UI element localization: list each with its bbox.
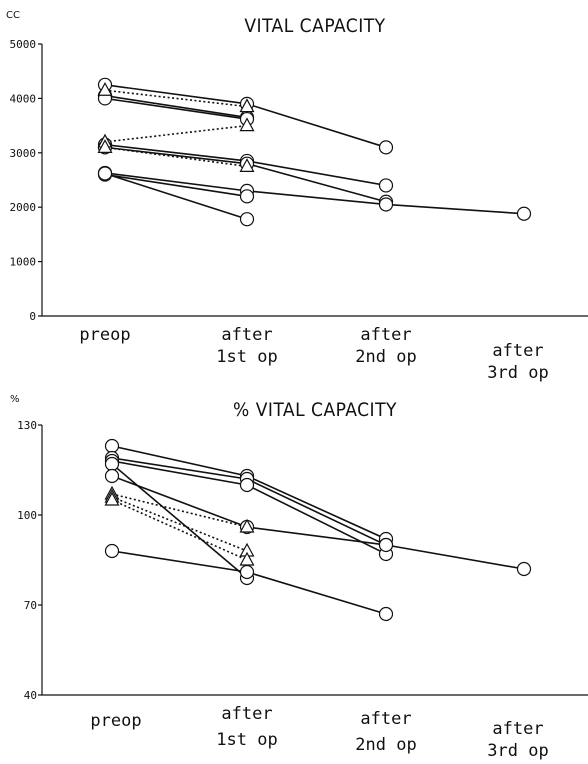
x-tick-label: after (492, 341, 543, 361)
x-tick-label: after (221, 325, 272, 345)
triangle-point (239, 518, 255, 533)
series-markers (97, 77, 532, 227)
series-line (104, 97, 248, 120)
x-tick-label: preop (79, 325, 130, 345)
triangle-point (97, 81, 113, 96)
series-line (104, 173, 248, 198)
circle-point (378, 197, 394, 212)
x-tick-label: 2nd op (355, 735, 416, 755)
chart-title: % VITAL CAPACITY (233, 399, 397, 421)
circle-point (104, 543, 120, 559)
series-group (104, 438, 532, 622)
x-tick-label: 2nd op (355, 347, 416, 367)
series-line (104, 89, 248, 108)
y-ticks: 5000 4000 3000 2000 1000 0 (10, 38, 42, 323)
series-line (104, 94, 248, 119)
circle-point (516, 206, 532, 221)
circle-point (239, 477, 255, 493)
series-line (104, 172, 525, 215)
circle-point (516, 561, 532, 577)
y-tick-label: 1000 (10, 256, 37, 269)
y-tick-label: 0 (29, 310, 36, 323)
x-tick-label: 1st op (216, 730, 277, 750)
y-axis-unit: CC (6, 10, 20, 21)
series-line (111, 475, 525, 570)
triangle-point (239, 117, 255, 132)
circle-point (378, 178, 394, 193)
axis-frame (41, 425, 588, 696)
circle-point (239, 564, 255, 580)
triangle-point (239, 98, 255, 113)
y-axis-unit: % (10, 394, 20, 405)
x-tick-label: after (221, 704, 272, 724)
x-tick-label: after (492, 719, 543, 739)
series-line (104, 146, 248, 168)
y-tick-label: 4000 (10, 92, 37, 105)
triangle-point (239, 158, 255, 172)
x-tick-label: 1st op (216, 347, 277, 367)
x-tick-label: 3rd op (487, 741, 548, 761)
triangle-point (239, 551, 255, 566)
y-tick-label: 130 (17, 419, 37, 432)
x-tick-label: 3rd op (487, 363, 548, 383)
y-tick-label: 40 (24, 689, 37, 702)
series-lines (111, 445, 525, 615)
x-tick-label: after (360, 709, 411, 729)
series-lines (104, 84, 525, 220)
y-tick-label: 3000 (10, 147, 37, 160)
triangle-point (97, 139, 113, 153)
circle-point (239, 212, 255, 227)
axis-frame (41, 44, 588, 317)
circle-point (97, 166, 113, 181)
y-tick-label: 5000 (10, 38, 37, 51)
triangle-point (104, 491, 120, 506)
series-line (111, 463, 248, 579)
series-line (111, 493, 248, 528)
circle-point (104, 456, 120, 472)
series-line (104, 172, 248, 220)
vital-capacity-chart: CC VITAL CAPACITY 500040003000200010000 … (6, 10, 588, 383)
series-line (111, 499, 248, 561)
x-tick-label: after (360, 325, 411, 345)
circle-point (104, 438, 120, 454)
percent-vital-capacity-chart: % % VITAL CAPACITY 130 100 70 40 preop after… (10, 394, 588, 761)
series-group (97, 77, 532, 227)
y-tick-label: 70 (24, 599, 37, 612)
y-tick-label: 2000 (10, 201, 37, 214)
chart-title: VITAL CAPACITY (244, 15, 385, 37)
circle-point (378, 537, 394, 553)
circle-point (239, 189, 255, 204)
y-tick-label: 100 (17, 509, 37, 522)
circle-point (104, 468, 120, 484)
circle-point (378, 140, 394, 155)
series-markers (104, 438, 532, 622)
circle-point (378, 606, 394, 622)
y-ticks: 130 100 70 40 (17, 419, 42, 702)
series-line (104, 124, 248, 143)
x-tick-label: preop (90, 711, 141, 731)
series-line (111, 496, 248, 552)
